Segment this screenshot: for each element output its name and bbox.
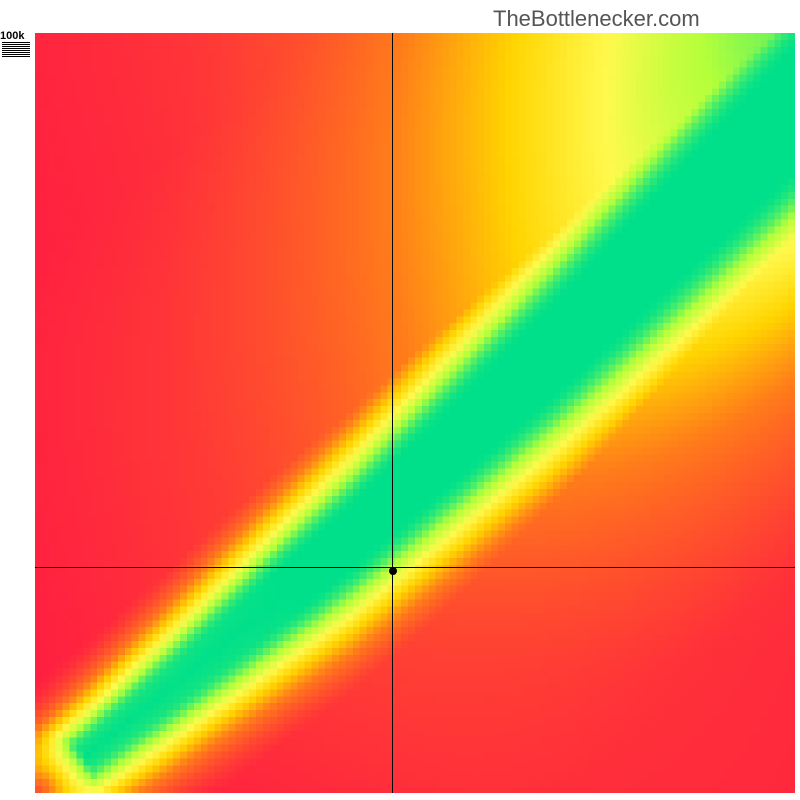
watermark-text: TheBottlenecker.com xyxy=(493,6,700,32)
bottleneck-heatmap xyxy=(35,33,795,793)
chart-root: TheBottlenecker.com 100k xyxy=(0,0,800,800)
crosshair-horizontal xyxy=(35,567,795,568)
y-axis-tick-label: 100k xyxy=(0,30,24,42)
crosshair-marker xyxy=(389,567,397,575)
crosshair-vertical xyxy=(392,33,393,793)
